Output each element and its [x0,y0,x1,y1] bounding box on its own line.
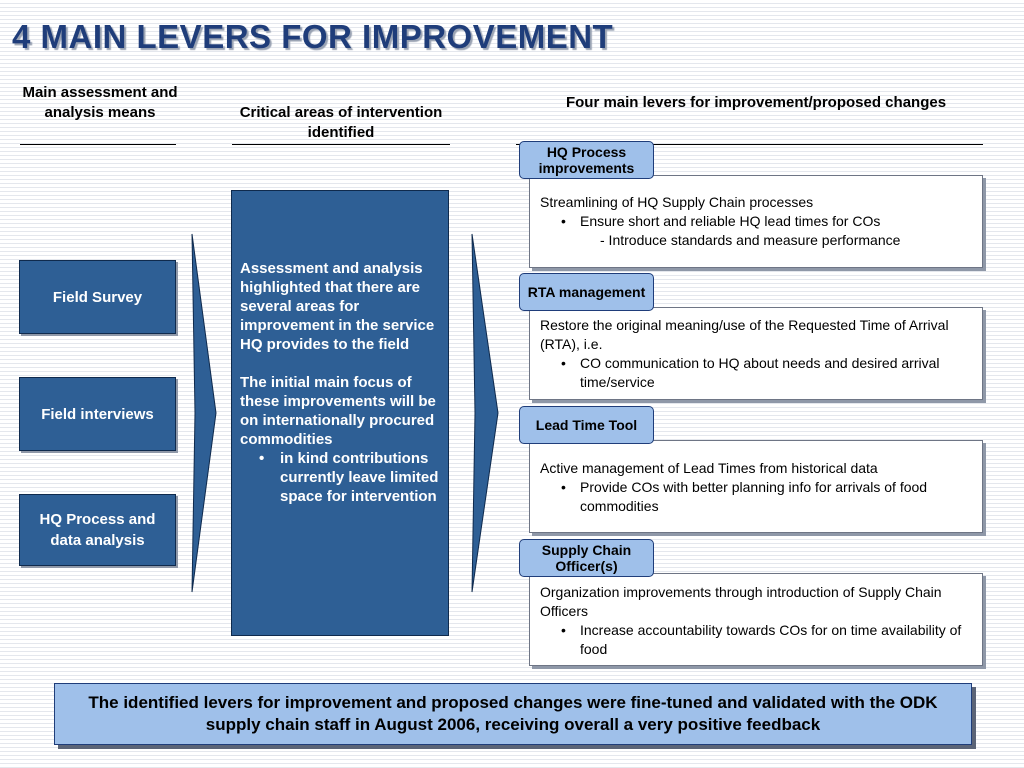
intervention-bullet-list: • in kind contributions currently leave … [240,449,440,506]
lever-panel-supply-chain-officer: Organization improvements through introd… [529,573,983,666]
lever-tab-supply-chain-officer: Supply Chain Officer(s) [519,539,654,577]
conclusion-banner: The identified levers for improvement an… [54,683,972,745]
intervention-bullet-text: in kind contributions currently leave li… [280,450,439,505]
arrow-right-icon [471,233,499,593]
means-box-field-survey: Field Survey [19,260,176,334]
intervention-text-1: Assessment and analysis highlighted that… [240,260,435,353]
lever-bullet: • Ensure short and reliable HQ lead times… [540,212,972,231]
lever-bullet-text: Provide COs with better planning info fo… [580,479,928,514]
column-rule-areas [232,144,450,145]
lever-panel-rta: Restore the original meaning/use of the … [529,307,983,400]
column-header-means: Main assessment and analysis means [22,84,178,121]
intervention-text-2: The initial main focus of these improvem… [240,374,436,448]
column-rule-means [20,144,176,145]
column-rule-levers [516,144,983,145]
lever-tab-lead-time: Lead Time Tool [519,406,654,444]
lever-tab-hq-process: HQ Process improvements [519,141,654,179]
column-header-areas: Critical areas of intervention identifie… [239,104,443,141]
lever-lead-text: Streamlining of HQ Supply Chain processe… [540,194,814,210]
column-header-levers: Four main levers for improvement/propose… [565,94,947,111]
bullet-icon: • [561,355,566,371]
means-box-field-interviews: Field interviews [19,377,176,451]
lever-lead-text: Restore the original meaning/use of the … [540,317,949,352]
bullet-icon: • [259,450,265,467]
conclusion-text: The identified levers for improvement an… [88,693,938,734]
intervention-bullet: • in kind contributions currently leave … [240,449,440,506]
lever-tab-rta: RTA management [519,273,654,311]
bullet-icon: • [561,622,566,638]
lever-panel-lead-time: Active management of Lead Times from his… [529,440,983,533]
means-box-hq-process-data: HQ Process and data analysis [19,494,176,566]
intervention-areas-box: Assessment and analysis highlighted that… [231,190,449,636]
lever-bullet-text: Ensure short and reliable HQ lead times … [580,213,881,229]
lever-bullet: • Increase accountability towards COs for… [540,621,972,659]
lever-bullet-text: Increase accountability towards COs for … [580,622,962,657]
lever-bullet: • Provide COs with better planning info f… [540,478,972,516]
lever-sub-text: - Introduce standards and measure perfor… [600,232,901,248]
bullet-icon: • [561,213,566,229]
lever-bullet: • CO communication to HQ about needs and … [540,354,972,392]
lever-panel-hq-process: Streamlining of HQ Supply Chain processe… [529,175,983,268]
lever-lead-text: Organization improvements through introd… [540,584,942,619]
lever-bullet-text: CO communication to HQ about needs and d… [580,355,940,390]
lever-lead-text: Active management of Lead Times from his… [540,460,878,476]
arrow-right-icon [191,233,217,593]
page-title: 4 MAIN LEVERS FOR IMPROVEMENT [12,18,614,55]
bullet-icon: • [561,479,566,495]
